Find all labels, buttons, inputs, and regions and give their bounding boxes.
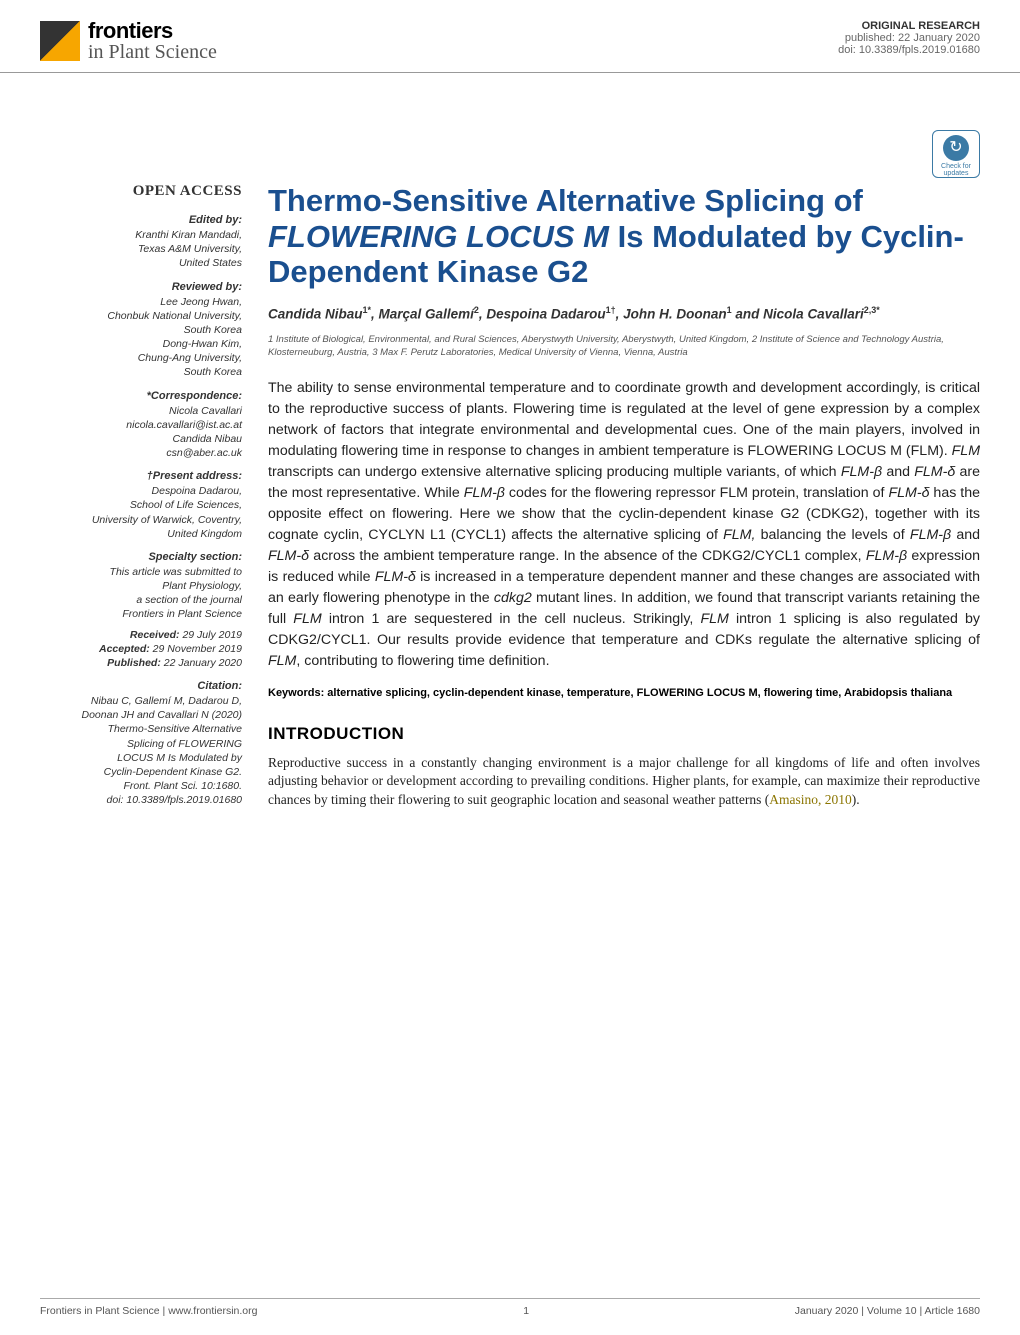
- edited-by-value: Kranthi Kiran Mandadi, Texas A&M Univers…: [40, 228, 242, 271]
- sidebar-metadata: OPEN ACCESS Edited by: Kranthi Kiran Man…: [40, 183, 260, 814]
- check-updates-badge[interactable]: ↻ Check for updates: [932, 130, 980, 178]
- publication-doi: doi: 10.3389/fpls.2019.01680: [838, 44, 980, 56]
- publication-date: published: 22 January 2020: [838, 32, 980, 44]
- reviewed-by-heading: Reviewed by:: [40, 281, 242, 293]
- citation-value: Nibau C, Gallemí M, Dadarou D, Doonan JH…: [40, 694, 242, 807]
- title-part2-italic: FLOWERING LOCUS M: [268, 219, 609, 254]
- logo-word-journal: in Plant Science: [88, 42, 217, 62]
- check-updates-label1: Check for: [933, 163, 979, 170]
- introduction-heading: INTRODUCTION: [268, 724, 980, 744]
- edited-by-heading: Edited by:: [40, 214, 242, 226]
- publication-meta: ORIGINAL RESEARCH published: 22 January …: [838, 20, 980, 56]
- logo-cube-icon: [40, 21, 80, 61]
- introduction-paragraph: Reproductive success in a constantly cha…: [268, 754, 980, 811]
- journal-logo: frontiers in Plant Science: [40, 20, 217, 62]
- page-footer: Frontiers in Plant Science | www.frontie…: [40, 1298, 980, 1317]
- present-address-heading: †Present address:: [40, 470, 242, 482]
- publication-type: ORIGINAL RESEARCH: [838, 20, 980, 32]
- received-value: 29 July 2019: [180, 629, 242, 641]
- received-label: Received:: [130, 629, 180, 641]
- article-body: Thermo-Sensitive Alternative Splicing of…: [260, 183, 980, 814]
- dates-block: Received: 29 July 2019 Accepted: 29 Nove…: [40, 628, 242, 671]
- published-value: 22 January 2020: [161, 657, 242, 669]
- correspondence-heading: *Correspondence:: [40, 390, 242, 402]
- correspondence-value: Nicola Cavallari nicola.cavallari@ist.ac…: [40, 404, 242, 461]
- accepted-label: Accepted:: [99, 643, 150, 655]
- open-access-label: OPEN ACCESS: [40, 183, 242, 200]
- logo-word-frontiers: frontiers: [88, 20, 217, 42]
- specialty-heading: Specialty section:: [40, 551, 242, 563]
- main-content: OPEN ACCESS Edited by: Kranthi Kiran Man…: [0, 183, 1020, 814]
- article-title: Thermo-Sensitive Alternative Splicing of…: [268, 183, 980, 290]
- footer-left: Frontiers in Plant Science | www.frontie…: [40, 1305, 257, 1317]
- accepted-value: 29 November 2019: [150, 643, 242, 655]
- abstract-text: The ability to sense environmental tempe…: [268, 378, 980, 672]
- published-label: Published:: [107, 657, 161, 669]
- specialty-value: This article was submitted to Plant Phys…: [40, 565, 242, 622]
- author-list: Candida Nibau1*, Marçal Gallemí2, Despoi…: [268, 304, 980, 324]
- keywords: Keywords: alternative splicing, cyclin-d…: [268, 686, 980, 701]
- check-updates-icon: ↻: [943, 135, 969, 161]
- present-address-value: Despoina Dadarou, School of Life Science…: [40, 484, 242, 541]
- footer-page-number: 1: [523, 1305, 529, 1317]
- reviewed-by-value: Lee Jeong Hwan, Chonbuk National Univers…: [40, 295, 242, 380]
- footer-right: January 2020 | Volume 10 | Article 1680: [795, 1305, 980, 1317]
- affiliations: 1 Institute of Biological, Environmental…: [268, 334, 980, 360]
- citation-heading: Citation:: [40, 680, 242, 692]
- title-part1: Thermo-Sensitive Alternative Splicing of: [268, 183, 863, 218]
- page-header: frontiers in Plant Science ORIGINAL RESE…: [0, 0, 1020, 73]
- check-updates-label2: updates: [933, 170, 979, 177]
